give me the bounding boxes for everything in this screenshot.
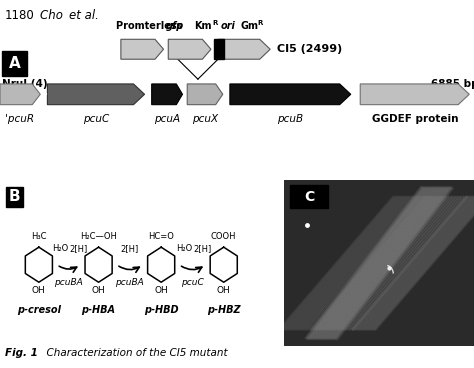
Text: H₃C: H₃C [31, 233, 46, 241]
Text: 2[H]: 2[H] [70, 244, 88, 253]
Text: 6885 bp: 6885 bp [431, 79, 474, 89]
Text: Characterization of the CI5 mutant: Characterization of the CI5 mutant [40, 348, 228, 358]
Text: R: R [212, 20, 217, 25]
Text: HC=O: HC=O [148, 233, 174, 241]
Text: gfp: gfp [165, 21, 184, 31]
Text: 'pcuR: 'pcuR [5, 114, 35, 124]
Bar [214, 39, 224, 59]
Text: p-HBZ: p-HBZ [207, 305, 240, 315]
Text: ori: ori [220, 21, 235, 31]
Text: OH: OH [217, 286, 231, 295]
Text: B: B [9, 190, 20, 204]
Bar [2, 51, 27, 75]
Text: 1180: 1180 [5, 9, 35, 22]
Text: p-cresol: p-cresol [17, 305, 61, 315]
Polygon shape [47, 84, 145, 105]
Text: Promterless: Promterless [116, 21, 186, 31]
Text: pcuBA: pcuBA [55, 278, 83, 287]
Text: pcuB: pcuB [277, 114, 303, 124]
Text: pcuBA: pcuBA [116, 278, 144, 287]
Text: NruI (4): NruI (4) [2, 79, 48, 89]
Text: 2[H]: 2[H] [193, 244, 211, 253]
Polygon shape [360, 84, 469, 105]
Text: H₂C—OH: H₂C—OH [80, 233, 117, 241]
Text: C: C [304, 190, 314, 204]
Text: p-HBA: p-HBA [82, 305, 116, 315]
Text: H₂O: H₂O [176, 244, 192, 253]
Polygon shape [187, 84, 223, 105]
Bar [6, 187, 23, 208]
Text: H₂O: H₂O [52, 244, 68, 253]
Polygon shape [121, 39, 164, 59]
Polygon shape [168, 39, 211, 59]
Text: 2[H]: 2[H] [121, 244, 139, 253]
Polygon shape [152, 84, 182, 105]
Text: pcuC: pcuC [181, 278, 204, 287]
Polygon shape [218, 39, 270, 59]
Text: OH: OH [32, 286, 46, 295]
Text: R: R [258, 20, 263, 25]
Polygon shape [0, 84, 40, 105]
Text: Km: Km [194, 21, 212, 31]
Text: p-HBD: p-HBD [144, 305, 179, 315]
Bar [290, 185, 328, 208]
Text: pcuX: pcuX [191, 114, 218, 124]
Text: Cho: Cho [40, 9, 67, 22]
Text: et al.: et al. [69, 9, 99, 22]
Text: OH: OH [91, 286, 106, 295]
Text: Fig. 1: Fig. 1 [5, 348, 37, 358]
Text: GGDEF protein: GGDEF protein [372, 114, 458, 124]
Text: Gm: Gm [240, 21, 258, 31]
Text: pcuC: pcuC [82, 114, 109, 124]
Text: A: A [9, 56, 20, 71]
Text: pcuA: pcuA [154, 114, 180, 124]
Text: CI5 (2499): CI5 (2499) [277, 44, 343, 54]
Polygon shape [230, 84, 351, 105]
Text: OH: OH [154, 286, 168, 295]
Text: COOH: COOH [211, 233, 237, 241]
